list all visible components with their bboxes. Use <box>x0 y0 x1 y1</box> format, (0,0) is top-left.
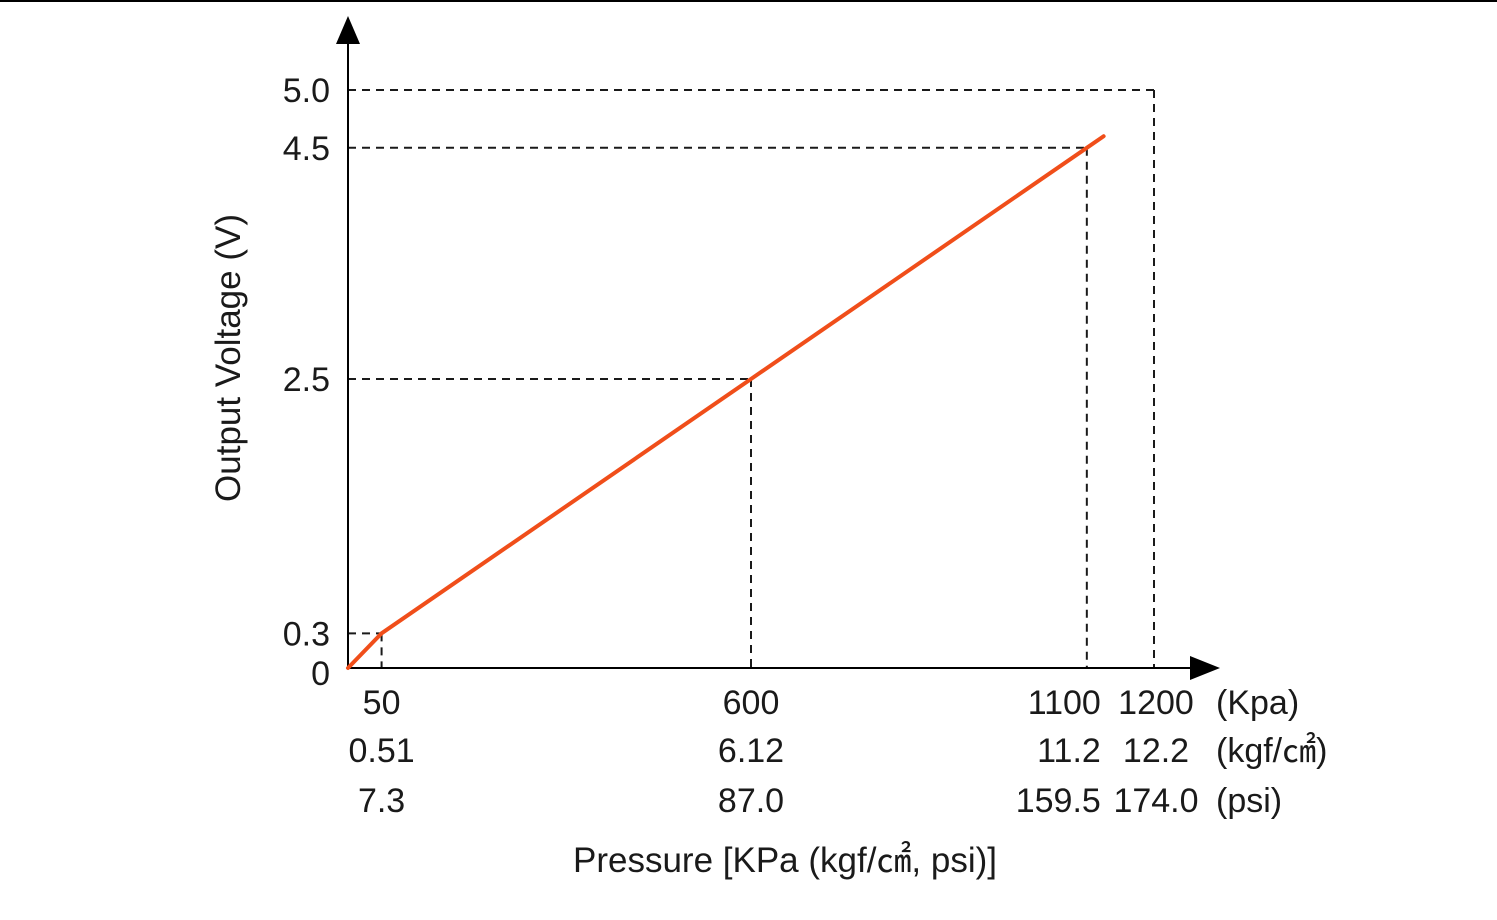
y-tick-label-3: 4.5 <box>283 130 330 168</box>
x-tick-label-kpa-2: 1100 <box>1028 684 1101 722</box>
x-axis-arrow <box>1190 656 1220 680</box>
y-tick-label-0: 0 <box>311 655 330 693</box>
x-tick-label-kpa-3: 1200 <box>1118 684 1194 722</box>
x-tick-label-kpa-1: 600 <box>723 684 780 722</box>
x-tick-label-kgf-2: 11.2 <box>1037 732 1101 770</box>
x-tick-label-psi-3: 174.0 <box>1113 782 1198 820</box>
x-tick-label-kgf-3: 12.2 <box>1123 732 1189 770</box>
x-tick-label-psi-1: 87.0 <box>718 782 784 820</box>
x-axis-title: Pressure [KPa (kgf/㎠, psi)] <box>573 840 997 880</box>
y-tick-label-4: 5.0 <box>283 72 330 110</box>
y-axis-arrow <box>336 16 360 44</box>
x-tick-label-kgf-0: 0.51 <box>348 732 414 770</box>
series-line-0 <box>346 134 1106 670</box>
y-axis-title: Output Voltage (V) <box>209 214 248 502</box>
unit-label-2: (psi) <box>1216 782 1282 820</box>
unit-label-1: (kgf/㎠) <box>1216 732 1327 770</box>
y-tick-label-1: 0.3 <box>283 615 330 653</box>
y-tick-label-2: 2.5 <box>283 361 330 399</box>
x-tick-label-kpa-0: 50 <box>363 684 401 722</box>
unit-label-0: (Kpa) <box>1216 684 1299 722</box>
x-tick-label-kgf-1: 6.12 <box>718 732 784 770</box>
x-tick-label-psi-0: 7.3 <box>358 782 405 820</box>
x-tick-label-psi-2: 159.5 <box>1016 782 1101 820</box>
